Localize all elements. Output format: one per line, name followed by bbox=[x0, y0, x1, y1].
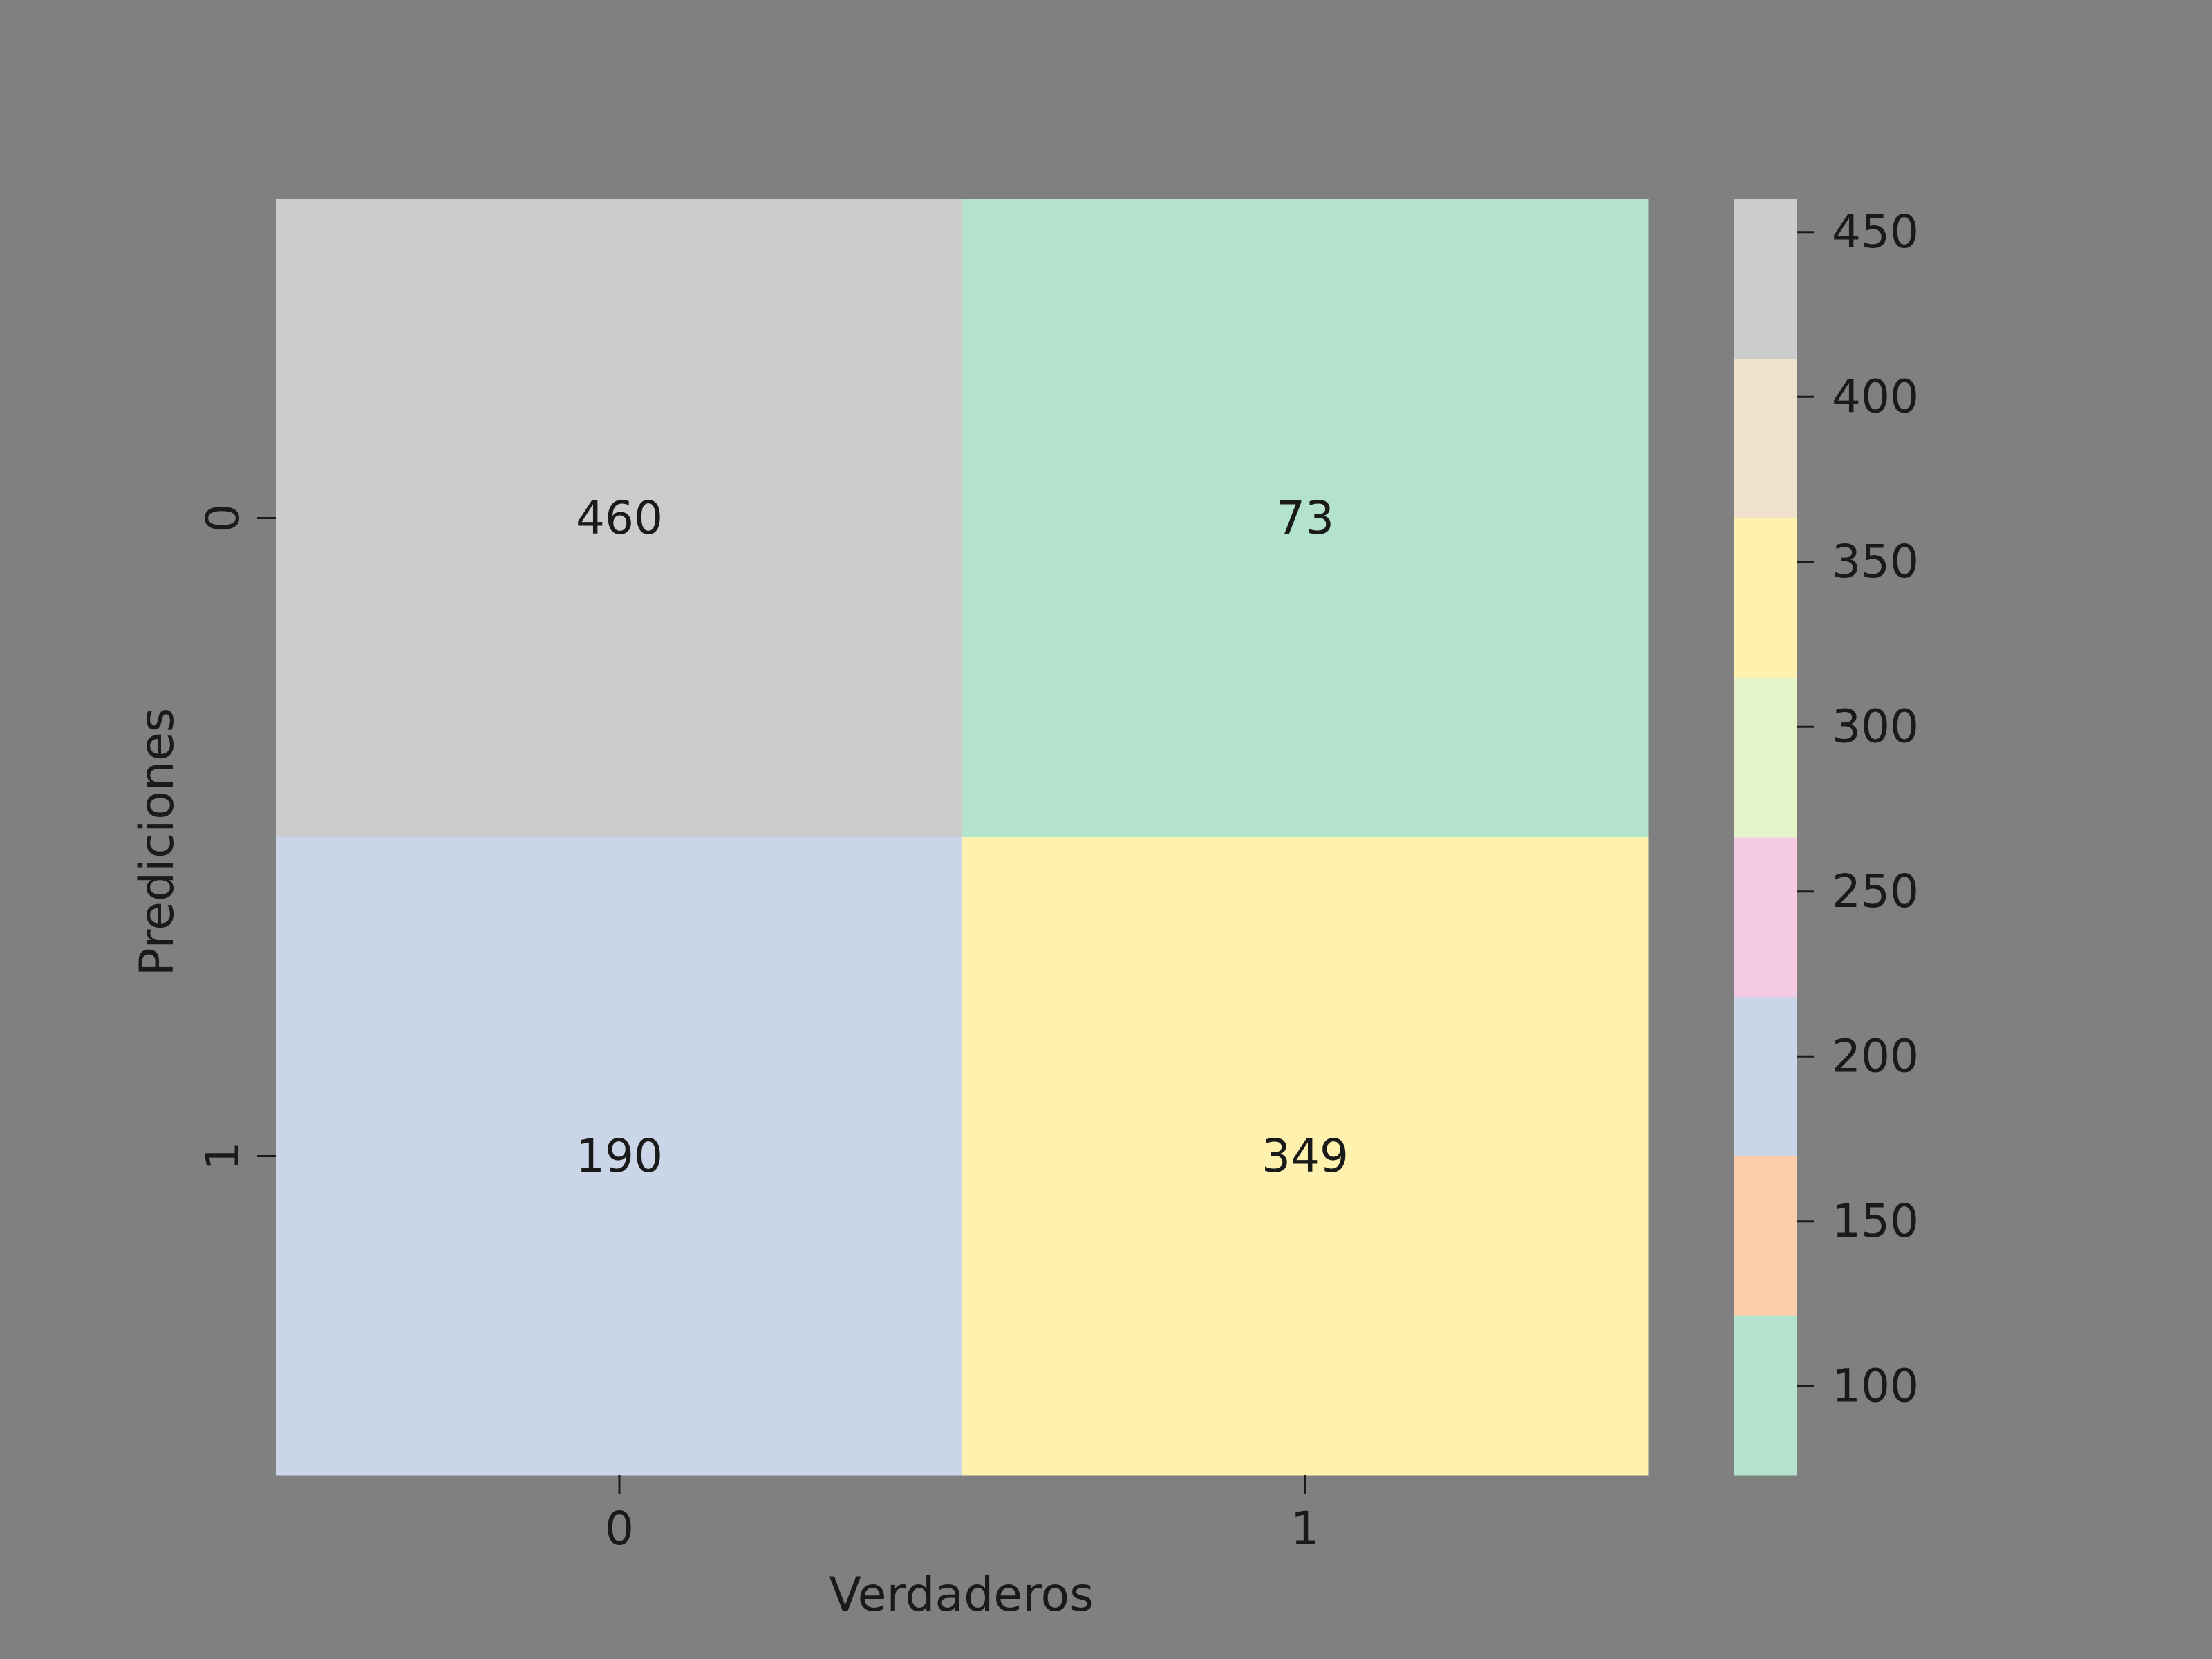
colorbar-band-7 bbox=[1734, 199, 1797, 359]
colorbar-band-4 bbox=[1734, 677, 1797, 838]
x-tick-label-1: 1 bbox=[1291, 1502, 1320, 1555]
y-axis-label: Prediciones bbox=[130, 708, 185, 976]
colorbar-band-6 bbox=[1734, 358, 1797, 518]
cell-value-1-1: 349 bbox=[1262, 1130, 1349, 1183]
colorbar-tick-label-7: 450 bbox=[1832, 205, 1919, 259]
colorbar-band-2 bbox=[1734, 996, 1797, 1156]
heatmap-annotations: 460 73 190 349 bbox=[576, 491, 1349, 1183]
colorbar-tick-label-0: 100 bbox=[1832, 1360, 1919, 1413]
colorbar-tick-label-4: 300 bbox=[1832, 700, 1919, 753]
colorbar-band-0 bbox=[1734, 1315, 1797, 1476]
colorbar: 100 150 200 250 300 350 400 450 bbox=[1734, 199, 1919, 1476]
y-tick-label-0: 0 bbox=[196, 504, 250, 533]
colorbar-tick-label-6: 400 bbox=[1832, 371, 1919, 424]
colorbar-band-3 bbox=[1734, 837, 1797, 997]
heatmap-cell-0-0 bbox=[276, 199, 963, 838]
colorbar-tick-label-5: 350 bbox=[1832, 535, 1919, 588]
heatmap-cell-1-1 bbox=[962, 837, 1649, 1476]
cell-value-0-1: 73 bbox=[1276, 491, 1334, 545]
colorbar-band-5 bbox=[1734, 518, 1797, 678]
cell-value-0-0: 460 bbox=[576, 491, 663, 545]
heatmap-cells bbox=[276, 199, 1649, 1476]
colorbar-tick-label-3: 250 bbox=[1832, 865, 1919, 918]
x-tick-label-0: 0 bbox=[605, 1502, 634, 1555]
heatmap-cell-1-0 bbox=[276, 837, 963, 1476]
colorbar-tick-label-1: 150 bbox=[1832, 1194, 1919, 1248]
colorbar-tick-label-2: 200 bbox=[1832, 1030, 1919, 1083]
colorbar-band-1 bbox=[1734, 1156, 1797, 1316]
cell-value-1-0: 190 bbox=[576, 1130, 663, 1183]
y-tick-label-1: 1 bbox=[196, 1142, 250, 1171]
x-axis-label: Verdaderos bbox=[829, 1568, 1094, 1622]
heatmap-axes: 0 1 0 1 bbox=[196, 504, 1320, 1556]
heatmap-cell-0-1 bbox=[962, 199, 1649, 838]
